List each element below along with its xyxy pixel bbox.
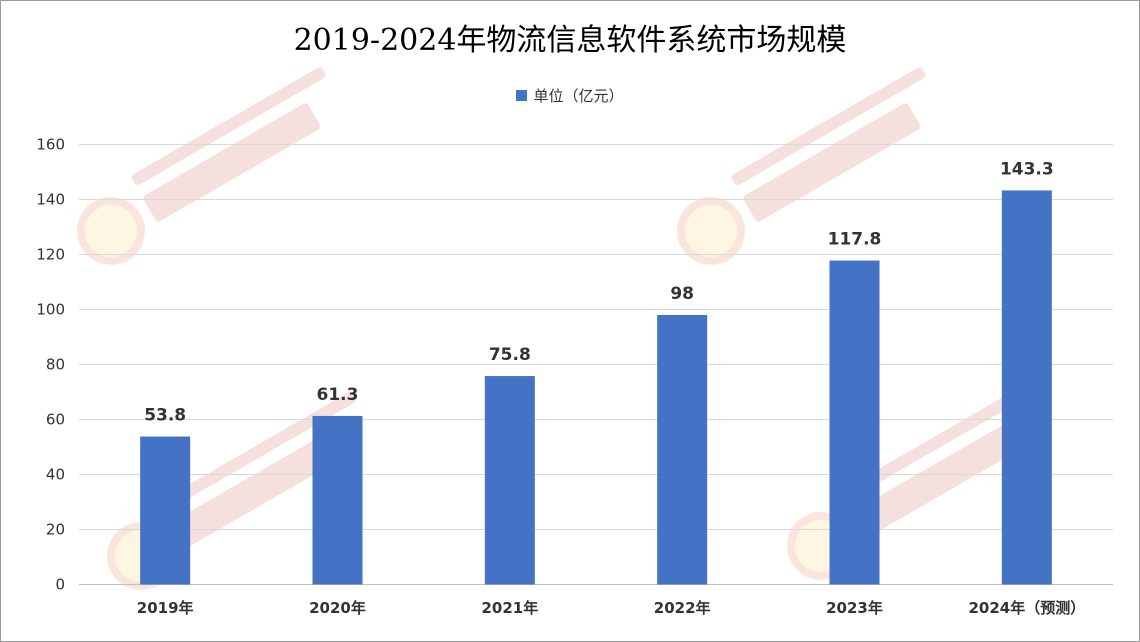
legend-swatch xyxy=(516,90,528,101)
data-label: 117.8 xyxy=(828,230,882,250)
data-label: 75.8 xyxy=(489,345,531,365)
watermark-text-block xyxy=(143,103,321,222)
x-axis: 2019年 2020年 2021年 2022年 2023年 2024年（预测） xyxy=(137,599,1085,617)
data-label: 143.3 xyxy=(1000,159,1054,179)
watermark-seal-inner xyxy=(85,205,137,257)
x-tick-label: 2023年 xyxy=(826,599,883,617)
x-tick-label: 2020年 xyxy=(309,599,366,617)
x-tick-label: 2019年 xyxy=(137,599,194,617)
data-label: 61.3 xyxy=(317,385,359,405)
y-tick-label: 160 xyxy=(36,136,65,154)
y-tick-label: 140 xyxy=(36,191,65,209)
y-tick-label: 0 xyxy=(55,576,65,594)
watermark xyxy=(77,67,1036,590)
data-label: 98 xyxy=(670,284,694,304)
watermark-seal xyxy=(677,197,745,265)
y-tick-label: 20 xyxy=(46,521,65,539)
x-tick-label: 2022年 xyxy=(654,599,711,617)
watermark-seal xyxy=(77,197,145,265)
bar xyxy=(657,315,708,585)
data-labels: 53.8 61.3 75.8 98 117.8 143.3 xyxy=(144,159,1054,425)
chart-title: 2019-2024年物流信息软件系统市场规模 xyxy=(293,23,847,58)
watermark-text-block xyxy=(853,418,1031,537)
x-tick-label: 2024年（预测） xyxy=(968,599,1085,617)
bars xyxy=(140,190,1052,585)
watermark-stamp xyxy=(77,67,326,265)
bar xyxy=(1001,190,1052,585)
y-tick-label: 120 xyxy=(36,246,65,264)
watermark-text-block xyxy=(173,428,351,547)
y-tick-label: 80 xyxy=(46,356,65,374)
watermark-url-block xyxy=(131,67,326,186)
gridlines xyxy=(79,144,1113,585)
watermark-url-block xyxy=(161,392,356,511)
bar xyxy=(312,415,363,585)
bar xyxy=(140,436,191,585)
legend-label: 单位（亿元） xyxy=(533,87,624,105)
bar xyxy=(829,260,880,585)
y-axis: 0 20 40 60 80 100 120 140 160 xyxy=(36,136,65,594)
watermark-url-block xyxy=(731,67,926,186)
y-tick-label: 40 xyxy=(46,466,65,484)
y-tick-label: 60 xyxy=(46,411,65,429)
bar xyxy=(484,376,535,585)
legend: 单位（亿元） xyxy=(1,85,1139,106)
y-tick-label: 100 xyxy=(36,301,65,319)
x-tick-label: 2021年 xyxy=(481,599,538,617)
data-label: 53.8 xyxy=(144,406,186,426)
watermark-seal-inner xyxy=(685,205,737,257)
watermark-url-block xyxy=(841,382,1036,501)
watermark-text-block xyxy=(743,103,921,222)
watermark-stamp xyxy=(677,67,926,265)
